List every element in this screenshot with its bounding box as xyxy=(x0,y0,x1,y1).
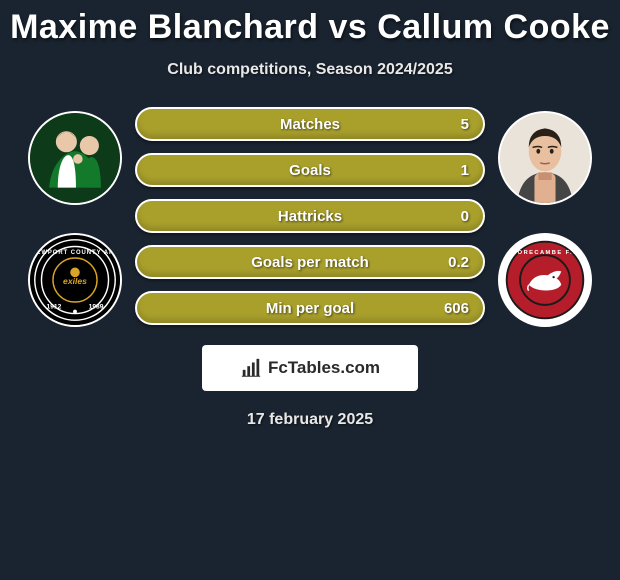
stat-bar-min-per-goal: Min per goal 606 xyxy=(135,291,485,325)
svg-text:1912: 1912 xyxy=(46,304,61,311)
stat-right-value: 5 xyxy=(461,116,469,133)
stats-column: Matches 5 Goals 1 Hattricks 0 Goals per … xyxy=(135,107,485,325)
right-player-column: MORECAMBE F.C xyxy=(495,107,595,327)
subtitle: Club competitions, Season 2024/2025 xyxy=(0,61,620,79)
stat-label: Min per goal xyxy=(266,300,354,317)
svg-text:1989: 1989 xyxy=(89,304,104,311)
stat-label: Goals per match xyxy=(251,254,369,271)
stat-label: Matches xyxy=(280,116,340,133)
player1-icon xyxy=(30,113,120,203)
brand-box[interactable]: FcTables.com xyxy=(202,345,418,391)
team1-badge-icon: NEWPORT COUNTY AFC exiles 1912 1989 xyxy=(30,235,120,325)
team2-badge: MORECAMBE F.C xyxy=(498,233,592,327)
stat-label: Goals xyxy=(289,162,331,179)
stat-label: Hattricks xyxy=(278,208,342,225)
player2-avatar xyxy=(498,111,592,205)
left-player-column: NEWPORT COUNTY AFC exiles 1912 1989 xyxy=(25,107,125,327)
stat-bar-matches: Matches 5 xyxy=(135,107,485,141)
svg-text:MORECAMBE F.C: MORECAMBE F.C xyxy=(511,250,578,256)
svg-text:NEWPORT COUNTY AFC: NEWPORT COUNTY AFC xyxy=(31,250,119,256)
team1-badge: NEWPORT COUNTY AFC exiles 1912 1989 xyxy=(28,233,122,327)
stat-right-value: 0.2 xyxy=(448,254,469,271)
svg-text:exiles: exiles xyxy=(63,276,87,286)
main-row: NEWPORT COUNTY AFC exiles 1912 1989 Matc… xyxy=(0,107,620,327)
player1-avatar xyxy=(28,111,122,205)
player2-icon xyxy=(500,113,590,203)
stat-bar-goals-per-match: Goals per match 0.2 xyxy=(135,245,485,279)
date-label: 17 february 2025 xyxy=(0,411,620,429)
comparison-card: Maxime Blanchard vs Callum Cooke Club co… xyxy=(0,0,620,429)
brand-chart-icon xyxy=(240,357,262,379)
page-title: Maxime Blanchard vs Callum Cooke xyxy=(0,8,620,47)
stat-bar-hattricks: Hattricks 0 xyxy=(135,199,485,233)
team2-badge-icon: MORECAMBE F.C xyxy=(500,235,590,325)
stat-right-value: 606 xyxy=(444,300,469,317)
stat-right-value: 1 xyxy=(461,162,469,179)
brand-text: FcTables.com xyxy=(268,358,380,378)
stat-right-value: 0 xyxy=(461,208,469,225)
stat-bar-goals: Goals 1 xyxy=(135,153,485,187)
